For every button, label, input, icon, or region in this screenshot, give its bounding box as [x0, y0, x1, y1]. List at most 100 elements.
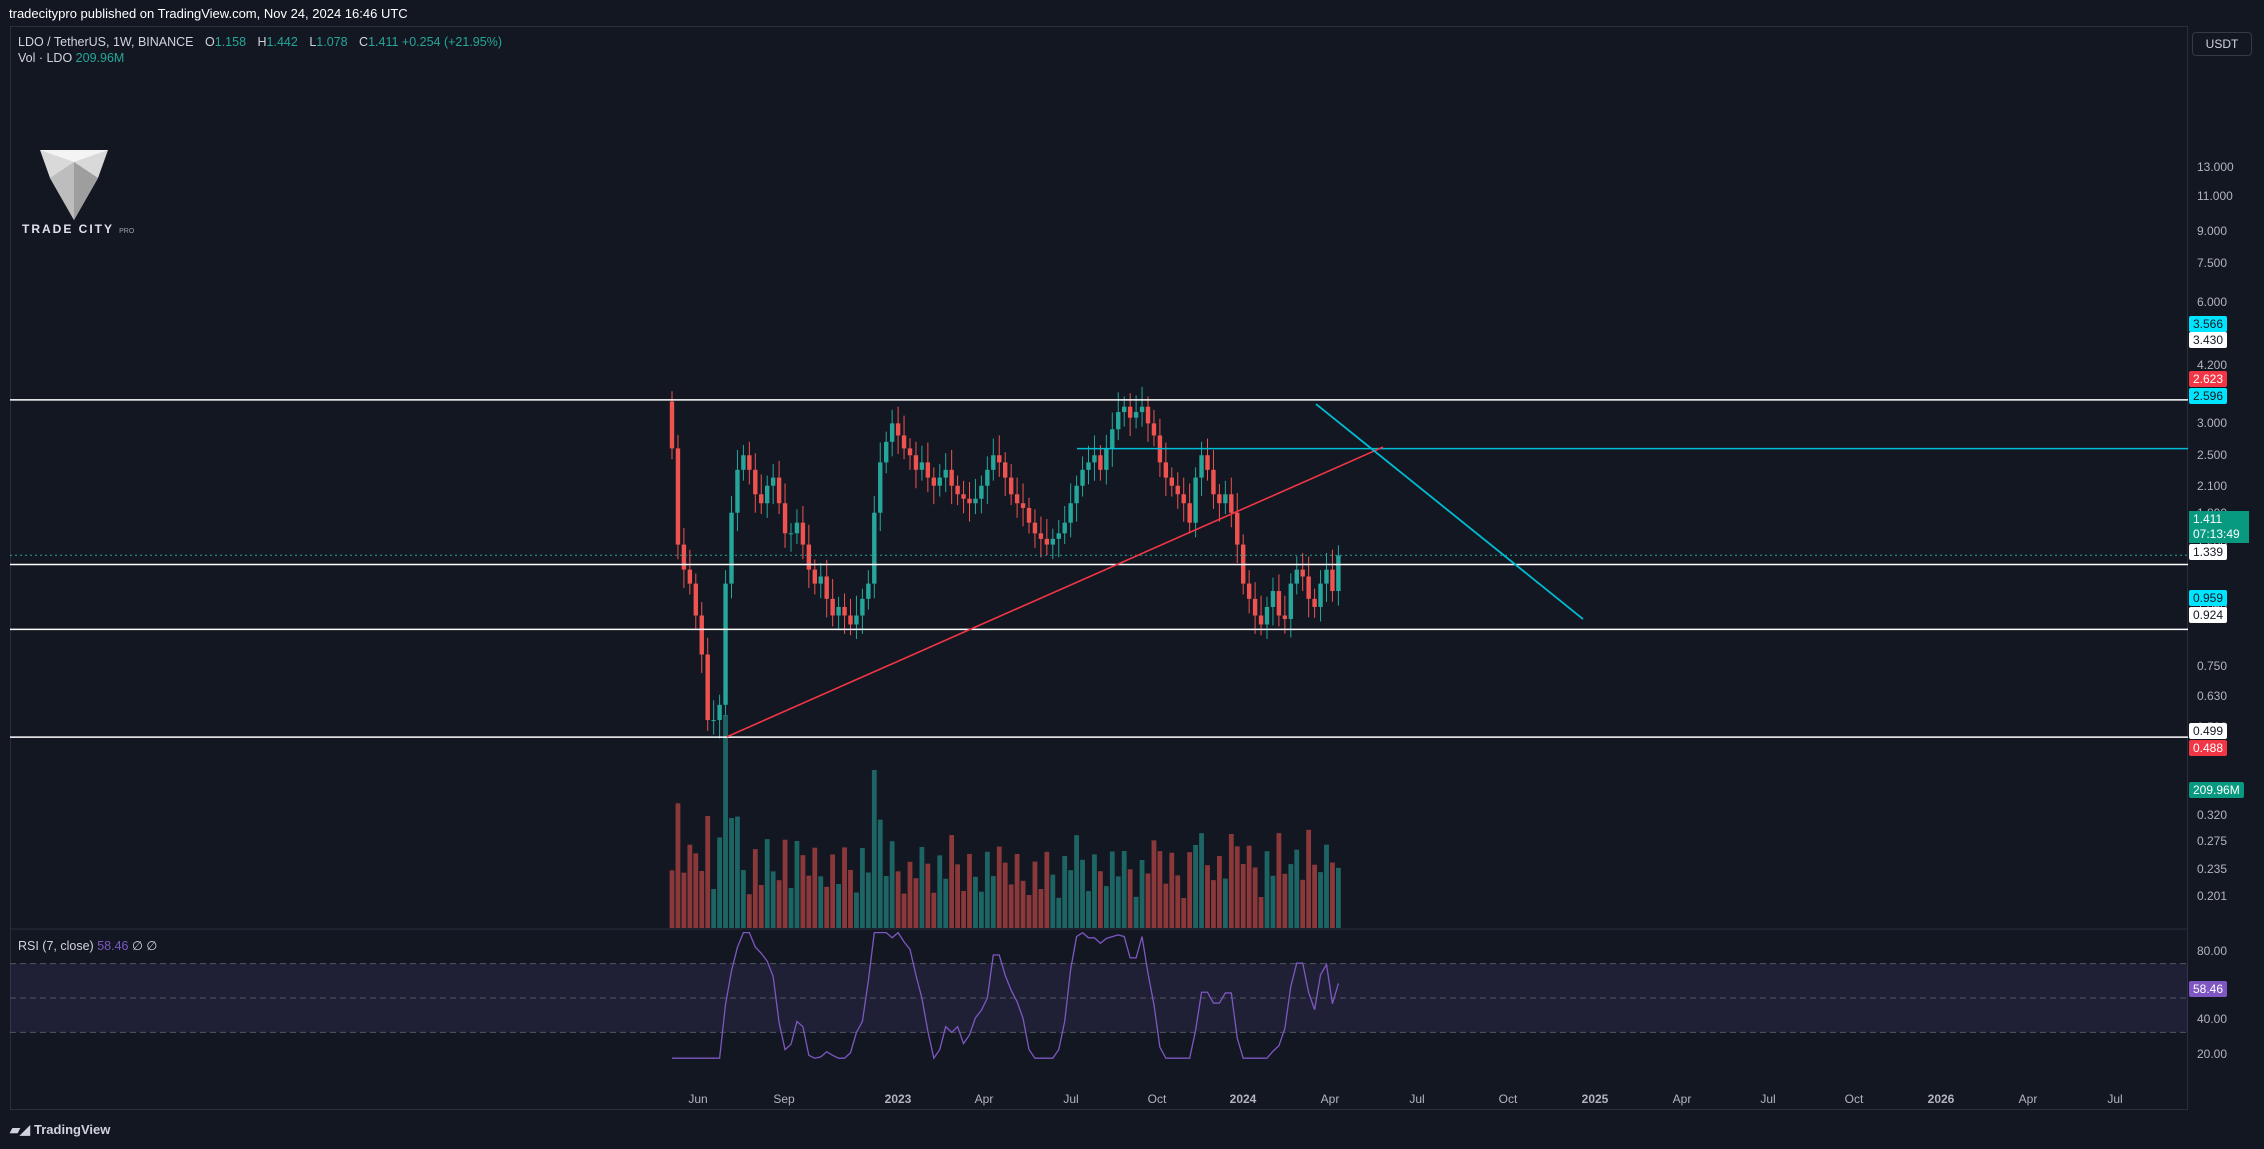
candle-body: [878, 462, 883, 513]
candle-body: [854, 615, 859, 625]
volume-bar: [693, 853, 699, 928]
tag-high-cyan: 3.566: [2189, 316, 2228, 332]
time-axis-label: Jul: [1063, 1092, 1079, 1106]
time-axis-label: Jul: [1409, 1092, 1425, 1106]
price-axis-label: 2.100: [2197, 478, 2228, 493]
time-axis-label: 2025: [1581, 1092, 1609, 1106]
candle-body: [1187, 503, 1192, 523]
candle-body: [705, 654, 710, 721]
volume-bar: [1205, 865, 1210, 928]
candle-body: [1252, 598, 1258, 616]
volume-value: 209.96M: [75, 51, 125, 65]
price-axis-label: 0.750: [2197, 658, 2228, 673]
volume-bar: [681, 872, 687, 928]
volume-bar: [699, 871, 705, 928]
tag-cyan-0959: 0.959: [2189, 590, 2228, 606]
candle-body: [1246, 583, 1252, 599]
rsi-legend: RSI (7, close) 58.46 ∅ ∅: [18, 938, 157, 953]
chart-frame[interactable]: [10, 26, 2188, 1110]
price-axis-label: 11.000: [2197, 189, 2233, 204]
volume-bar: [1222, 878, 1228, 928]
volume-bar: [984, 851, 990, 928]
volume-bar: [943, 878, 949, 928]
volume-bar: [1181, 898, 1187, 928]
candle-body: [842, 606, 847, 616]
volume-bar: [979, 891, 984, 928]
volume-bar: [919, 847, 925, 928]
rsi-axis-80: 80.00: [2197, 944, 2228, 958]
volume-bar: [937, 855, 943, 928]
volume-bar: [1121, 851, 1127, 928]
candle-body: [1193, 477, 1198, 523]
candle-body: [1205, 455, 1210, 470]
candle-body: [818, 576, 823, 584]
volume-bar: [1258, 897, 1264, 928]
volume-bar: [990, 876, 996, 928]
volume-bar: [729, 818, 734, 928]
candle-body: [681, 544, 687, 570]
candle-body: [973, 498, 978, 504]
candle-body: [693, 583, 698, 616]
volume-bar: [1211, 880, 1216, 928]
candle-body: [1336, 555, 1341, 592]
candle-body: [889, 423, 895, 442]
candle-body: [1026, 507, 1032, 523]
volume-bar: [1068, 870, 1074, 928]
logo-text: TRADE CITY PRO: [22, 222, 134, 236]
candle-body: [985, 469, 990, 486]
candle-body: [1282, 615, 1288, 620]
candle-body: [776, 477, 782, 504]
volume-bar: [1294, 849, 1300, 928]
volume-bar: [883, 876, 889, 928]
volume-bar: [1330, 862, 1335, 928]
candle-body: [1145, 406, 1151, 424]
candle-body: [1235, 512, 1240, 545]
candle-body: [830, 598, 835, 616]
volume-bar: [1187, 852, 1193, 928]
volume-bar: [1098, 871, 1103, 928]
volume-bar: [1324, 844, 1329, 928]
candle-body: [711, 720, 716, 722]
price-axis-label: 0.630: [2197, 689, 2228, 704]
candle-body: [866, 583, 871, 599]
currency-button[interactable]: USDT: [2192, 32, 2252, 56]
candle-body: [1181, 494, 1186, 504]
tag-level-3430: 3.430: [2189, 332, 2228, 348]
volume-bar: [842, 847, 847, 928]
volume-bar: [723, 715, 728, 928]
candle-body: [1211, 469, 1216, 495]
high-label: H: [257, 35, 267, 49]
volume-bar: [967, 853, 972, 928]
candle-countdown: 07:13:49: [2193, 527, 2240, 541]
volume-bar: [1199, 833, 1204, 928]
candle-body: [961, 494, 966, 499]
change-value: +0.254 (+21.95%): [401, 35, 502, 49]
current-price-tag: 1.411 07:13:49: [2189, 511, 2249, 543]
candle-body: [937, 477, 942, 486]
candle-body: [812, 569, 817, 584]
candle-body: [997, 455, 1002, 463]
volume-bar: [1014, 854, 1020, 928]
symbol-legend: LDO / TetherUS, 1W, BINANCE O1.158 H1.44…: [18, 34, 502, 66]
volume-bar: [1228, 834, 1234, 928]
volume-bar: [824, 886, 830, 928]
candle-body: [1068, 503, 1073, 523]
volume-bar: [1234, 846, 1240, 928]
candle-body: [901, 435, 907, 449]
price-axis-label: 0.201: [2197, 889, 2228, 904]
candle-body: [1330, 569, 1335, 592]
candle-body: [723, 583, 728, 705]
logo-suffix: PRO: [119, 228, 135, 235]
candle-body: [884, 441, 889, 463]
candle-body: [1104, 448, 1109, 470]
rsi-current-tag: 58.46: [2189, 981, 2228, 997]
candle-body: [1318, 583, 1323, 607]
candle-body: [872, 512, 877, 584]
candle-body: [759, 494, 764, 504]
candle-body: [1020, 503, 1026, 508]
candle-body: [913, 455, 919, 470]
price-axis-label: 3.000: [2197, 416, 2228, 431]
volume-bar: [1240, 864, 1246, 928]
volume-bar: [711, 889, 717, 928]
